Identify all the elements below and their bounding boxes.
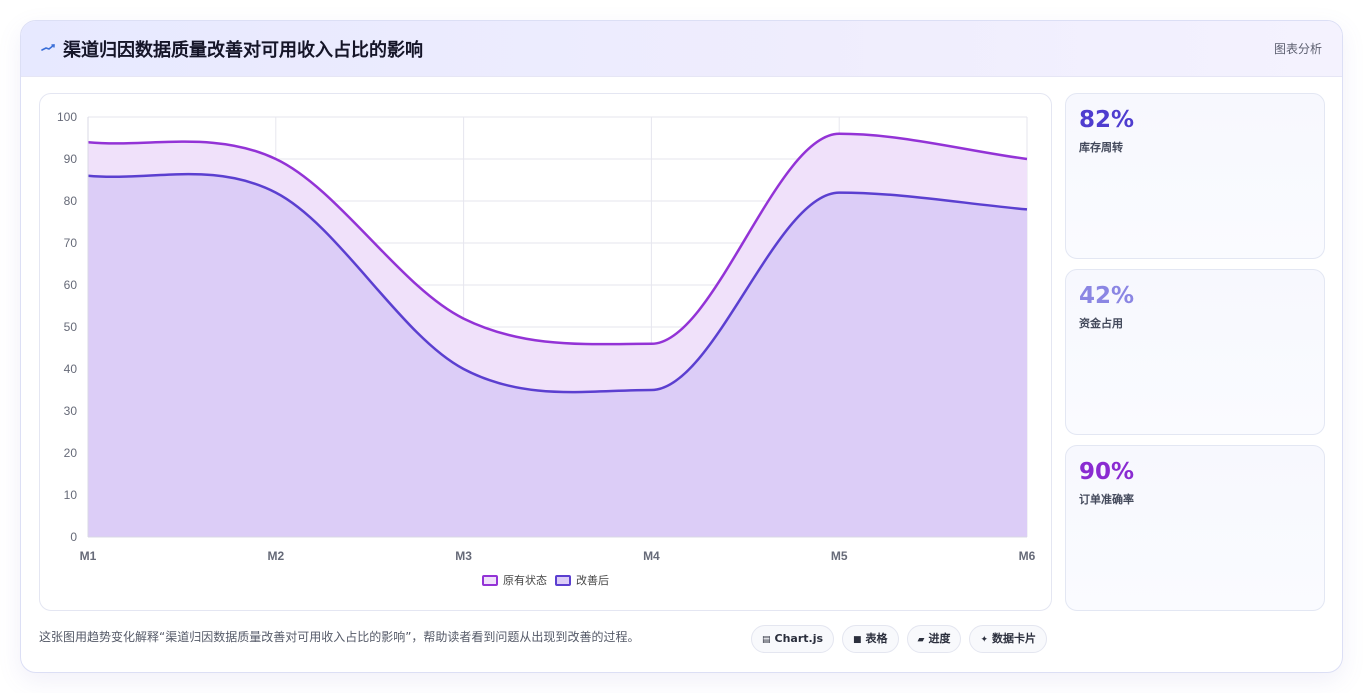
chart-title: 渠道归因数据质量改善对可用收入占比的影响 bbox=[63, 40, 423, 61]
y-tick-label: 0 bbox=[70, 530, 77, 544]
y-tick-label: 80 bbox=[64, 194, 78, 208]
chip-label: Chart.js bbox=[774, 632, 824, 645]
trend-line-icon bbox=[41, 44, 55, 51]
y-tick-label: 50 bbox=[64, 320, 78, 334]
table-icon: ■ bbox=[853, 635, 862, 645]
chart-panel: 0 10 20 30 40 50 60 70 80 90 100 M1 M2 M3 M4 M5 M6 原有状态 改… bbox=[39, 93, 1052, 611]
y-tick-label: 100 bbox=[57, 110, 77, 124]
legend-item-1[interactable]: 原有状态 bbox=[482, 572, 547, 588]
y-tick-label: 60 bbox=[64, 278, 78, 292]
progress-icon: ▰ bbox=[917, 635, 925, 645]
stat-label: 订单准确率 bbox=[1079, 493, 1134, 506]
x-tick-label: M5 bbox=[831, 549, 848, 563]
stat-label: 库存周转 bbox=[1079, 141, 1123, 154]
stat-label: 资金占用 bbox=[1079, 317, 1123, 330]
x-tick-label: M1 bbox=[80, 549, 97, 563]
area-chart: 0 10 20 30 40 50 60 70 80 90 100 M1 M2 M3 M4 M5 M6 bbox=[57, 110, 1036, 563]
y-tick-label: 70 bbox=[64, 236, 78, 250]
stat-card-inventory-turnover: 82% 库存周转 bbox=[1065, 93, 1325, 259]
chip-label: 数据卡片 bbox=[992, 632, 1037, 645]
chip-label: 进度 bbox=[928, 632, 951, 645]
stat-value: 82% bbox=[1079, 107, 1135, 133]
y-tick-label: 90 bbox=[64, 152, 78, 166]
x-tick-label: M2 bbox=[267, 549, 284, 563]
stat-value: 42% bbox=[1079, 283, 1135, 309]
card-header: 渠道归因数据质量改善对可用收入占比的影响 图表分析 bbox=[21, 21, 1342, 77]
series-area-2 bbox=[88, 174, 1027, 537]
chart-card: 渠道归因数据质量改善对可用收入占比的影响 图表分析 0 10 20 30 40 50 60 7… bbox=[20, 20, 1343, 673]
series-line-2 bbox=[87, 172, 1028, 394]
chip-chartjs[interactable]: ▤ Chart.js bbox=[751, 625, 835, 653]
chart-description: 这张图用趋势变化解释“渠道归因数据质量改善对可用收入占比的影响”，帮助读者看到问… bbox=[39, 630, 640, 644]
legend-swatch bbox=[555, 574, 571, 586]
feature-chips: ▤ Chart.js ■ 表格 ▰ 进度 ✦ 数据卡片 bbox=[751, 625, 1048, 653]
chart-analysis-link[interactable]: 图表分析 bbox=[1273, 42, 1322, 56]
stat-card-order-accuracy: 90% 订单准确率 bbox=[1065, 445, 1325, 611]
chart-icon: ▤ bbox=[762, 635, 771, 645]
legend-swatch bbox=[482, 574, 498, 586]
sparkle-icon: ✦ bbox=[980, 635, 989, 645]
legend-label: 改善后 bbox=[576, 574, 609, 587]
chart-legend: 原有状态 改善后 bbox=[40, 572, 1051, 589]
x-tick-label: M6 bbox=[1019, 549, 1036, 563]
chip-progress[interactable]: ▰ 进度 bbox=[906, 625, 962, 653]
stat-card-capital-occupation: 42% 资金占用 bbox=[1065, 269, 1325, 435]
legend-label: 原有状态 bbox=[503, 574, 547, 587]
chip-label: 表格 bbox=[865, 632, 888, 645]
x-tick-label: M3 bbox=[455, 549, 472, 563]
y-tick-label: 20 bbox=[64, 446, 78, 460]
chip-table[interactable]: ■ 表格 bbox=[842, 625, 899, 653]
legend-item-2[interactable]: 改善后 bbox=[555, 572, 609, 588]
stat-value: 90% bbox=[1079, 459, 1135, 485]
y-tick-label: 40 bbox=[64, 362, 78, 376]
y-tick-label: 30 bbox=[64, 404, 78, 418]
x-tick-label: M4 bbox=[643, 549, 660, 563]
y-tick-label: 10 bbox=[64, 488, 78, 502]
series-line-1 bbox=[87, 132, 1028, 346]
chip-data-card[interactable]: ✦ 数据卡片 bbox=[969, 625, 1048, 653]
